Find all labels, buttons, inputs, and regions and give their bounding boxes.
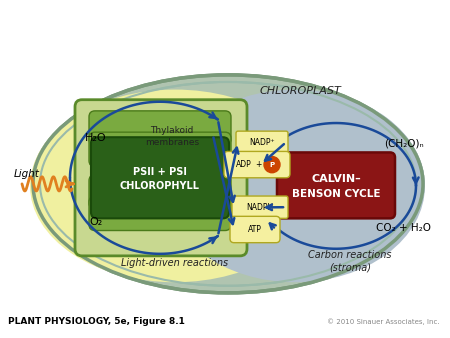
Text: NADP⁺: NADP⁺ [249, 138, 275, 147]
FancyBboxPatch shape [230, 216, 280, 243]
Text: CO₂ + H₂O: CO₂ + H₂O [377, 223, 432, 234]
FancyBboxPatch shape [232, 196, 288, 218]
Text: H₂O: H₂O [85, 133, 107, 143]
Text: (CH₂O)ₙ: (CH₂O)ₙ [384, 138, 424, 148]
FancyBboxPatch shape [89, 196, 231, 231]
Ellipse shape [30, 90, 320, 282]
Text: PLANT PHYSIOLOGY, 5e, Figure 8.1: PLANT PHYSIOLOGY, 5e, Figure 8.1 [8, 317, 185, 326]
Text: CHLOROPLAST: CHLOROPLAST [259, 86, 341, 96]
Text: NADPH: NADPH [247, 203, 274, 212]
FancyBboxPatch shape [224, 151, 290, 178]
FancyBboxPatch shape [75, 100, 247, 256]
Text: ATP: ATP [248, 225, 262, 234]
Text: (stroma): (stroma) [329, 262, 371, 272]
FancyBboxPatch shape [89, 132, 231, 167]
Text: Light: Light [14, 169, 40, 179]
Ellipse shape [33, 75, 423, 293]
FancyBboxPatch shape [236, 131, 288, 153]
Text: Thylakoid: Thylakoid [150, 126, 194, 135]
Text: O₂: O₂ [90, 217, 103, 227]
Text: ADP: ADP [236, 160, 252, 169]
Circle shape [264, 156, 280, 173]
FancyBboxPatch shape [91, 137, 229, 218]
Ellipse shape [165, 90, 425, 282]
FancyBboxPatch shape [89, 111, 231, 145]
Text: CHLOROPHYLL: CHLOROPHYLL [120, 181, 200, 191]
Text: CALVIN–: CALVIN– [311, 174, 361, 184]
Text: © 2010 Sinauer Associates, Inc.: © 2010 Sinauer Associates, Inc. [328, 318, 440, 324]
Text: PSII + PSI: PSII + PSI [133, 167, 187, 177]
Text: +: + [255, 160, 261, 169]
Text: Carbon reactions: Carbon reactions [308, 250, 392, 260]
Text: Figure 8.1  The light and carbon reactions of photosynthesis in chloroplasts of : Figure 8.1 The light and carbon reaction… [5, 14, 450, 23]
Text: BENSON CYCLE: BENSON CYCLE [292, 189, 380, 199]
Text: P: P [270, 162, 274, 168]
FancyBboxPatch shape [89, 175, 231, 209]
FancyBboxPatch shape [277, 152, 395, 218]
Text: Light-driven reactions: Light-driven reactions [122, 258, 229, 268]
Text: membranes: membranes [145, 138, 199, 147]
